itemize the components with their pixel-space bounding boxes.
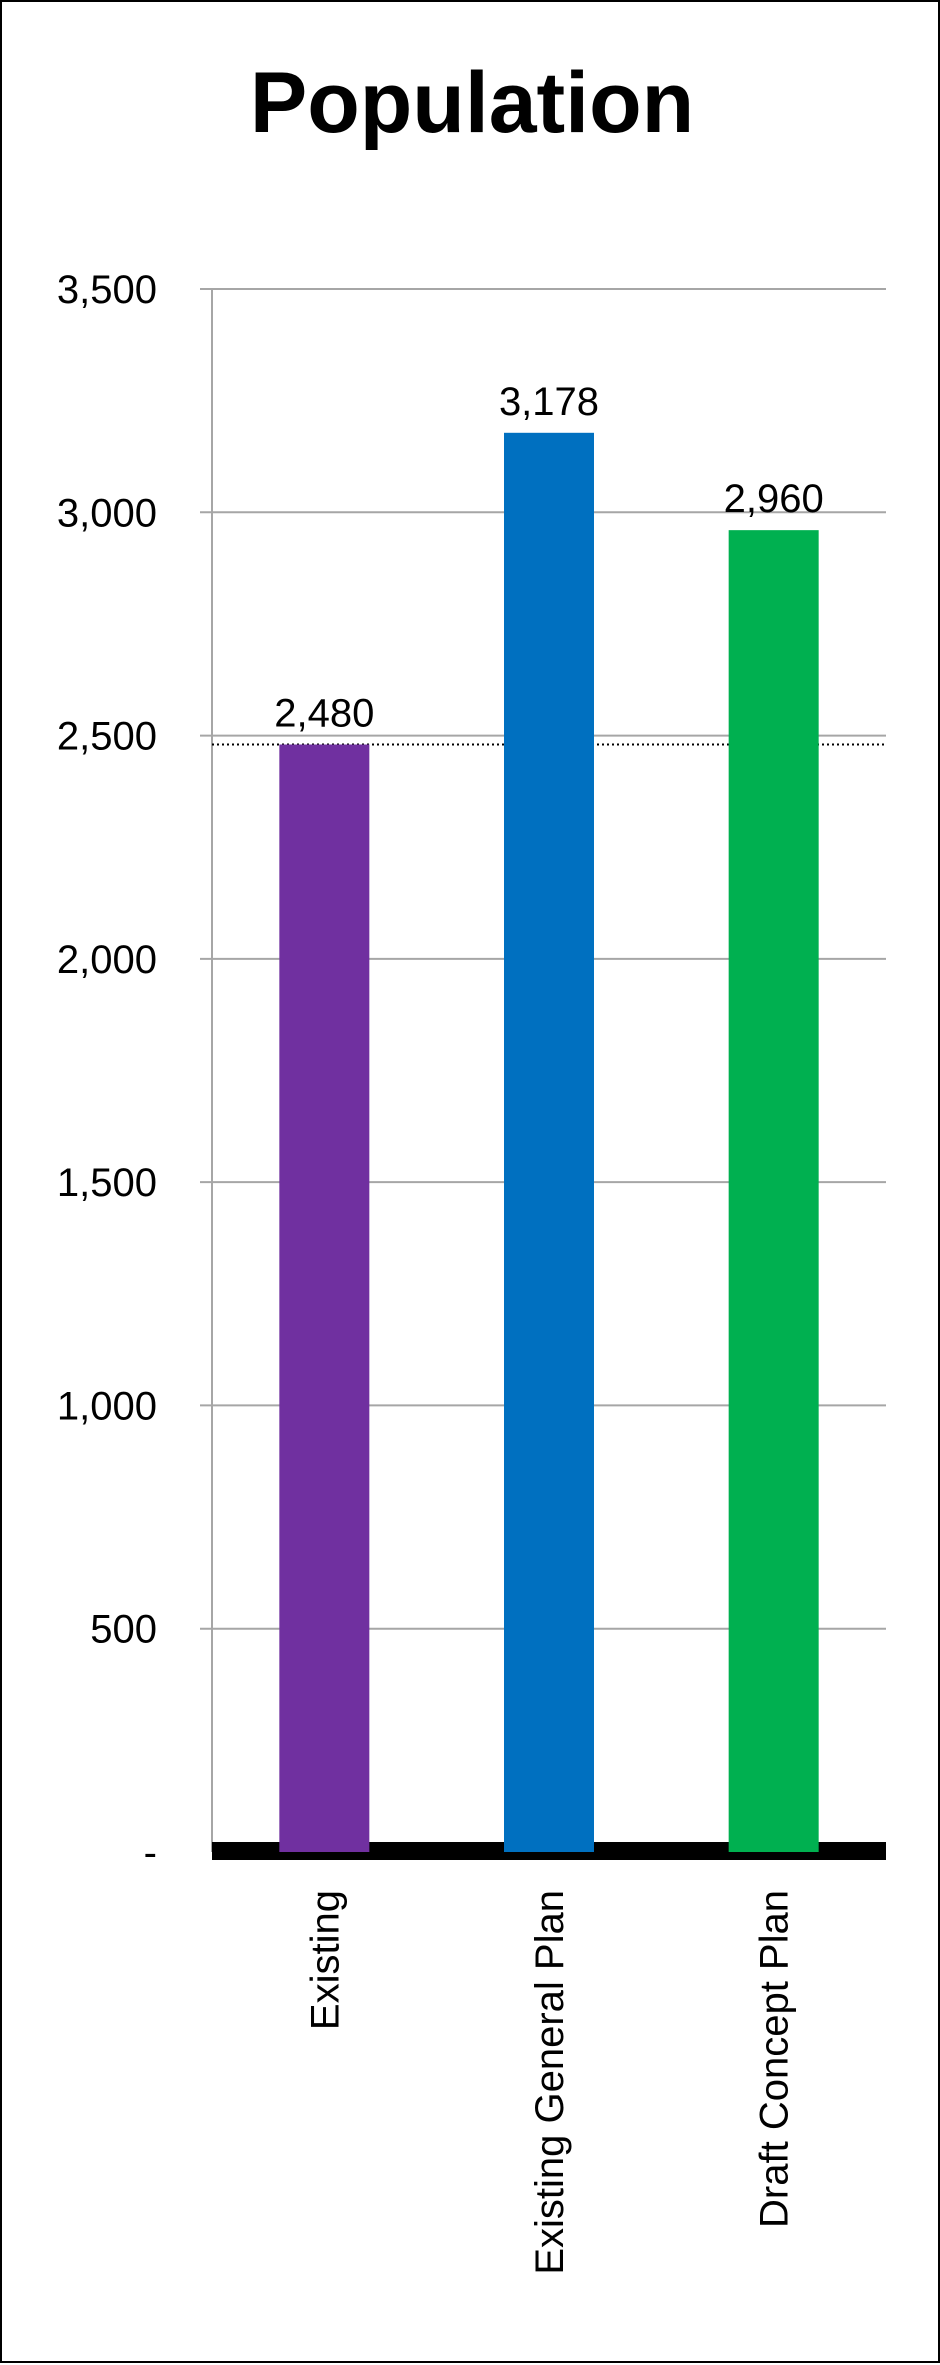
data-labels: 2,480 3,178 2,960 <box>274 380 823 736</box>
y-tick-label: 1,000 <box>57 1384 157 1428</box>
category-label: Existing General Plan <box>528 1890 572 2275</box>
y-tick-label: 2,500 <box>57 715 157 759</box>
y-tick-label: - <box>144 1831 157 1875</box>
category-label: Draft Concept Plan <box>753 1890 797 2228</box>
data-label: 2,960 <box>724 477 824 521</box>
data-label: 2,480 <box>274 692 374 736</box>
y-tick-label: 3,000 <box>57 491 157 535</box>
y-tick-label: 1,500 <box>57 1161 157 1205</box>
y-tick-label: 500 <box>90 1608 157 1652</box>
data-label: 3,178 <box>499 380 599 424</box>
bars <box>279 432 819 1852</box>
bar <box>279 744 370 1852</box>
bar <box>504 432 594 1852</box>
category-label: Existing <box>303 1890 347 2030</box>
y-tick-label: 3,500 <box>57 268 157 312</box>
chart-title: Population <box>250 55 694 151</box>
x-axis-categories: Existing Existing General Plan Draft Conce… <box>303 1890 796 2275</box>
y-tick-label: 2,000 <box>57 938 157 982</box>
bar <box>728 530 819 1852</box>
y-axis-ticks: - 500 1,000 1,500 2,000 2,500 3,000 3,500 <box>57 268 157 1875</box>
